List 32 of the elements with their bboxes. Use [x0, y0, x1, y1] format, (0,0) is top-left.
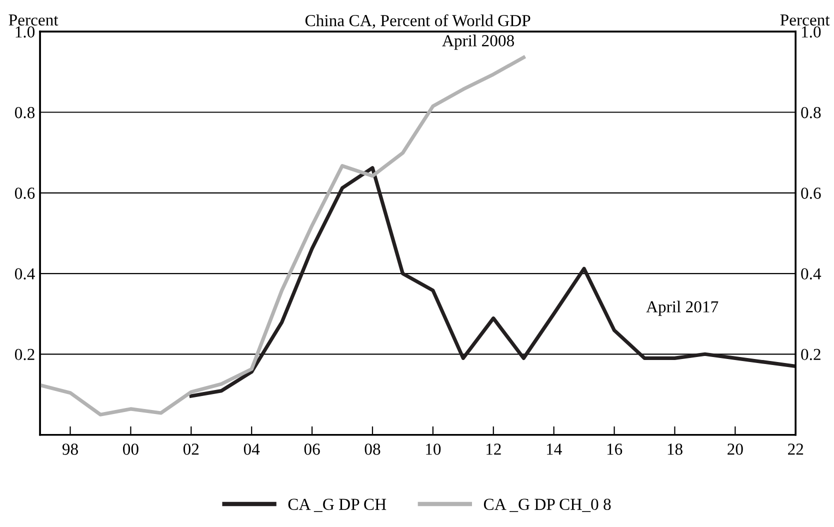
x-tick-label: 00 [123, 444, 138, 455]
line-series [40, 56, 526, 416]
y-tick-label: 0.8 [14, 106, 35, 118]
y-tick-label: 1.0 [16, 26, 35, 38]
legend-label: CA _G DP CH [288, 498, 386, 512]
legend-label: CA _G DP CH_0 8 [484, 498, 611, 512]
y2-tick-label: 0.2 [801, 348, 820, 360]
line-series [189, 166, 796, 398]
x-tick-label: 16 [607, 444, 622, 455]
y2-tick-label: 0.6 [801, 188, 821, 199]
annotation: April 2008 [442, 34, 514, 50]
y-axis-title: Percent [8, 14, 58, 26]
x-tick-label: 12 [486, 444, 501, 455]
y2-axis-title: Percent [780, 14, 830, 26]
chart-title: China CA, Percent of World GDP [305, 14, 530, 29]
y2-tick-label: 0.8 [801, 106, 821, 118]
x-tick-label: 98 [62, 444, 78, 455]
x-tick-label: 08 [364, 444, 380, 455]
y-tick-label: 0.2 [14, 348, 34, 360]
x-tick-label: 14 [546, 444, 562, 455]
y-tick-label: 0.6 [14, 188, 35, 199]
y2-tick-label: 1.0 [802, 26, 821, 38]
x-tick-label: 04 [244, 444, 260, 455]
y2-tick-label: 0.4 [801, 268, 822, 280]
x-tick-label: 22 [788, 444, 804, 455]
x-tick-label: 10 [426, 444, 441, 455]
annotation: April 2017 [646, 300, 718, 316]
x-tick-label: 18 [668, 444, 682, 455]
x-tick-label: 06 [304, 444, 320, 455]
x-tick-label: 02 [183, 444, 199, 455]
x-tick-label: 20 [728, 444, 743, 455]
y-tick-label: 0.4 [14, 268, 35, 280]
